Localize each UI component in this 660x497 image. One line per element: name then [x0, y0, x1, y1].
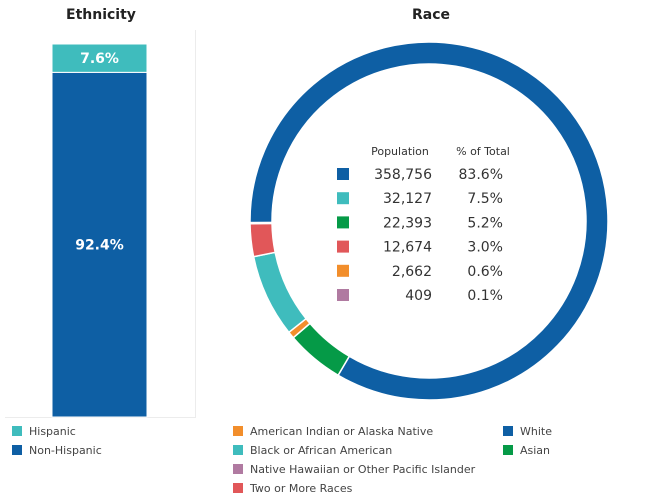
legend-item-asian[interactable]: Asian [503, 444, 550, 458]
race-table: Population % of Total 358,756 83.6% 32,127 7.… [337, 145, 510, 304]
legend-item-pacific-islander[interactable]: Native Hawaiian or Other Pacific Islande… [233, 463, 475, 477]
legend-item-black[interactable]: Black or African American [233, 444, 392, 458]
table-swatch [337, 192, 349, 205]
table-swatch [337, 168, 349, 180]
table-swatch [337, 289, 349, 301]
race-title: Race [412, 7, 451, 23]
ethnicity-title: Ethnicity [66, 7, 136, 23]
donut-slice-black-or-african-american[interactable] [252, 251, 308, 334]
donut-slice-two-or-more-races[interactable] [249, 222, 277, 258]
legend-item-two-or-more[interactable]: Two or More Races [233, 482, 352, 496]
bar-segment-hispanic[interactable] [51, 43, 148, 73]
legend-label: White [520, 425, 552, 438]
legend-swatch [233, 483, 243, 493]
legend-label: Black or African American [250, 444, 393, 457]
legend-item-american-indian[interactable]: American Indian or Alaska Native [233, 425, 433, 439]
table-swatch [337, 264, 349, 277]
bar-data-label: 7.6% [80, 51, 119, 67]
race-donut [249, 41, 609, 401]
legend-swatch [503, 426, 513, 436]
bar-data-label: 92.4% [75, 238, 124, 254]
donut-slice-white[interactable] [249, 41, 609, 401]
legend-label: Native Hawaiian or Other Pacific Islande… [250, 463, 476, 476]
table-header-population: Population [371, 145, 429, 158]
table-population-value: 12,674 [383, 240, 432, 256]
table-population-value: 32,127 [383, 191, 432, 207]
table-pct-value: 0.1% [467, 288, 503, 304]
legend-label: Two or More Races [250, 482, 353, 495]
legend-swatch [12, 445, 22, 455]
table-pct-value: 83.6% [459, 167, 503, 183]
bar-segment-non-hispanic[interactable] [51, 71, 148, 418]
legend-label: American Indian or Alaska Native [250, 425, 434, 438]
legend-swatch [12, 426, 22, 436]
table-pct-value: 7.5% [467, 191, 503, 207]
table-header-pct: % of Total [456, 145, 510, 158]
table-pct-value: 3.0% [467, 240, 503, 256]
legend-label: Non-Hispanic [29, 444, 102, 457]
legend-item-non-hispanic[interactable]: Non-Hispanic [12, 444, 102, 458]
table-pct-value: 5.2% [467, 215, 503, 231]
legend-item-hispanic[interactable]: Hispanic [12, 425, 76, 439]
table-population-value: 2,662 [392, 264, 432, 280]
table-swatch [337, 216, 349, 229]
legend-swatch [233, 464, 243, 474]
legend-swatch [233, 445, 243, 455]
legend-label: Asian [520, 444, 551, 457]
table-pct-value: 0.6% [467, 264, 503, 280]
donut-slice-native-hawaiian-or-other-pacific-islander[interactable] [249, 221, 273, 225]
table-population-value: 22,393 [383, 215, 432, 231]
legend-label: Hispanic [29, 425, 76, 438]
table-population-value: 358,756 [374, 167, 432, 183]
table-swatch [337, 240, 349, 253]
legend-swatch [503, 445, 513, 455]
legend-swatch [233, 426, 243, 436]
legend-item-white[interactable]: White [503, 425, 552, 439]
ethnicity-bar: 92.4% 7.6% [51, 43, 148, 418]
table-population-value: 409 [405, 288, 432, 304]
